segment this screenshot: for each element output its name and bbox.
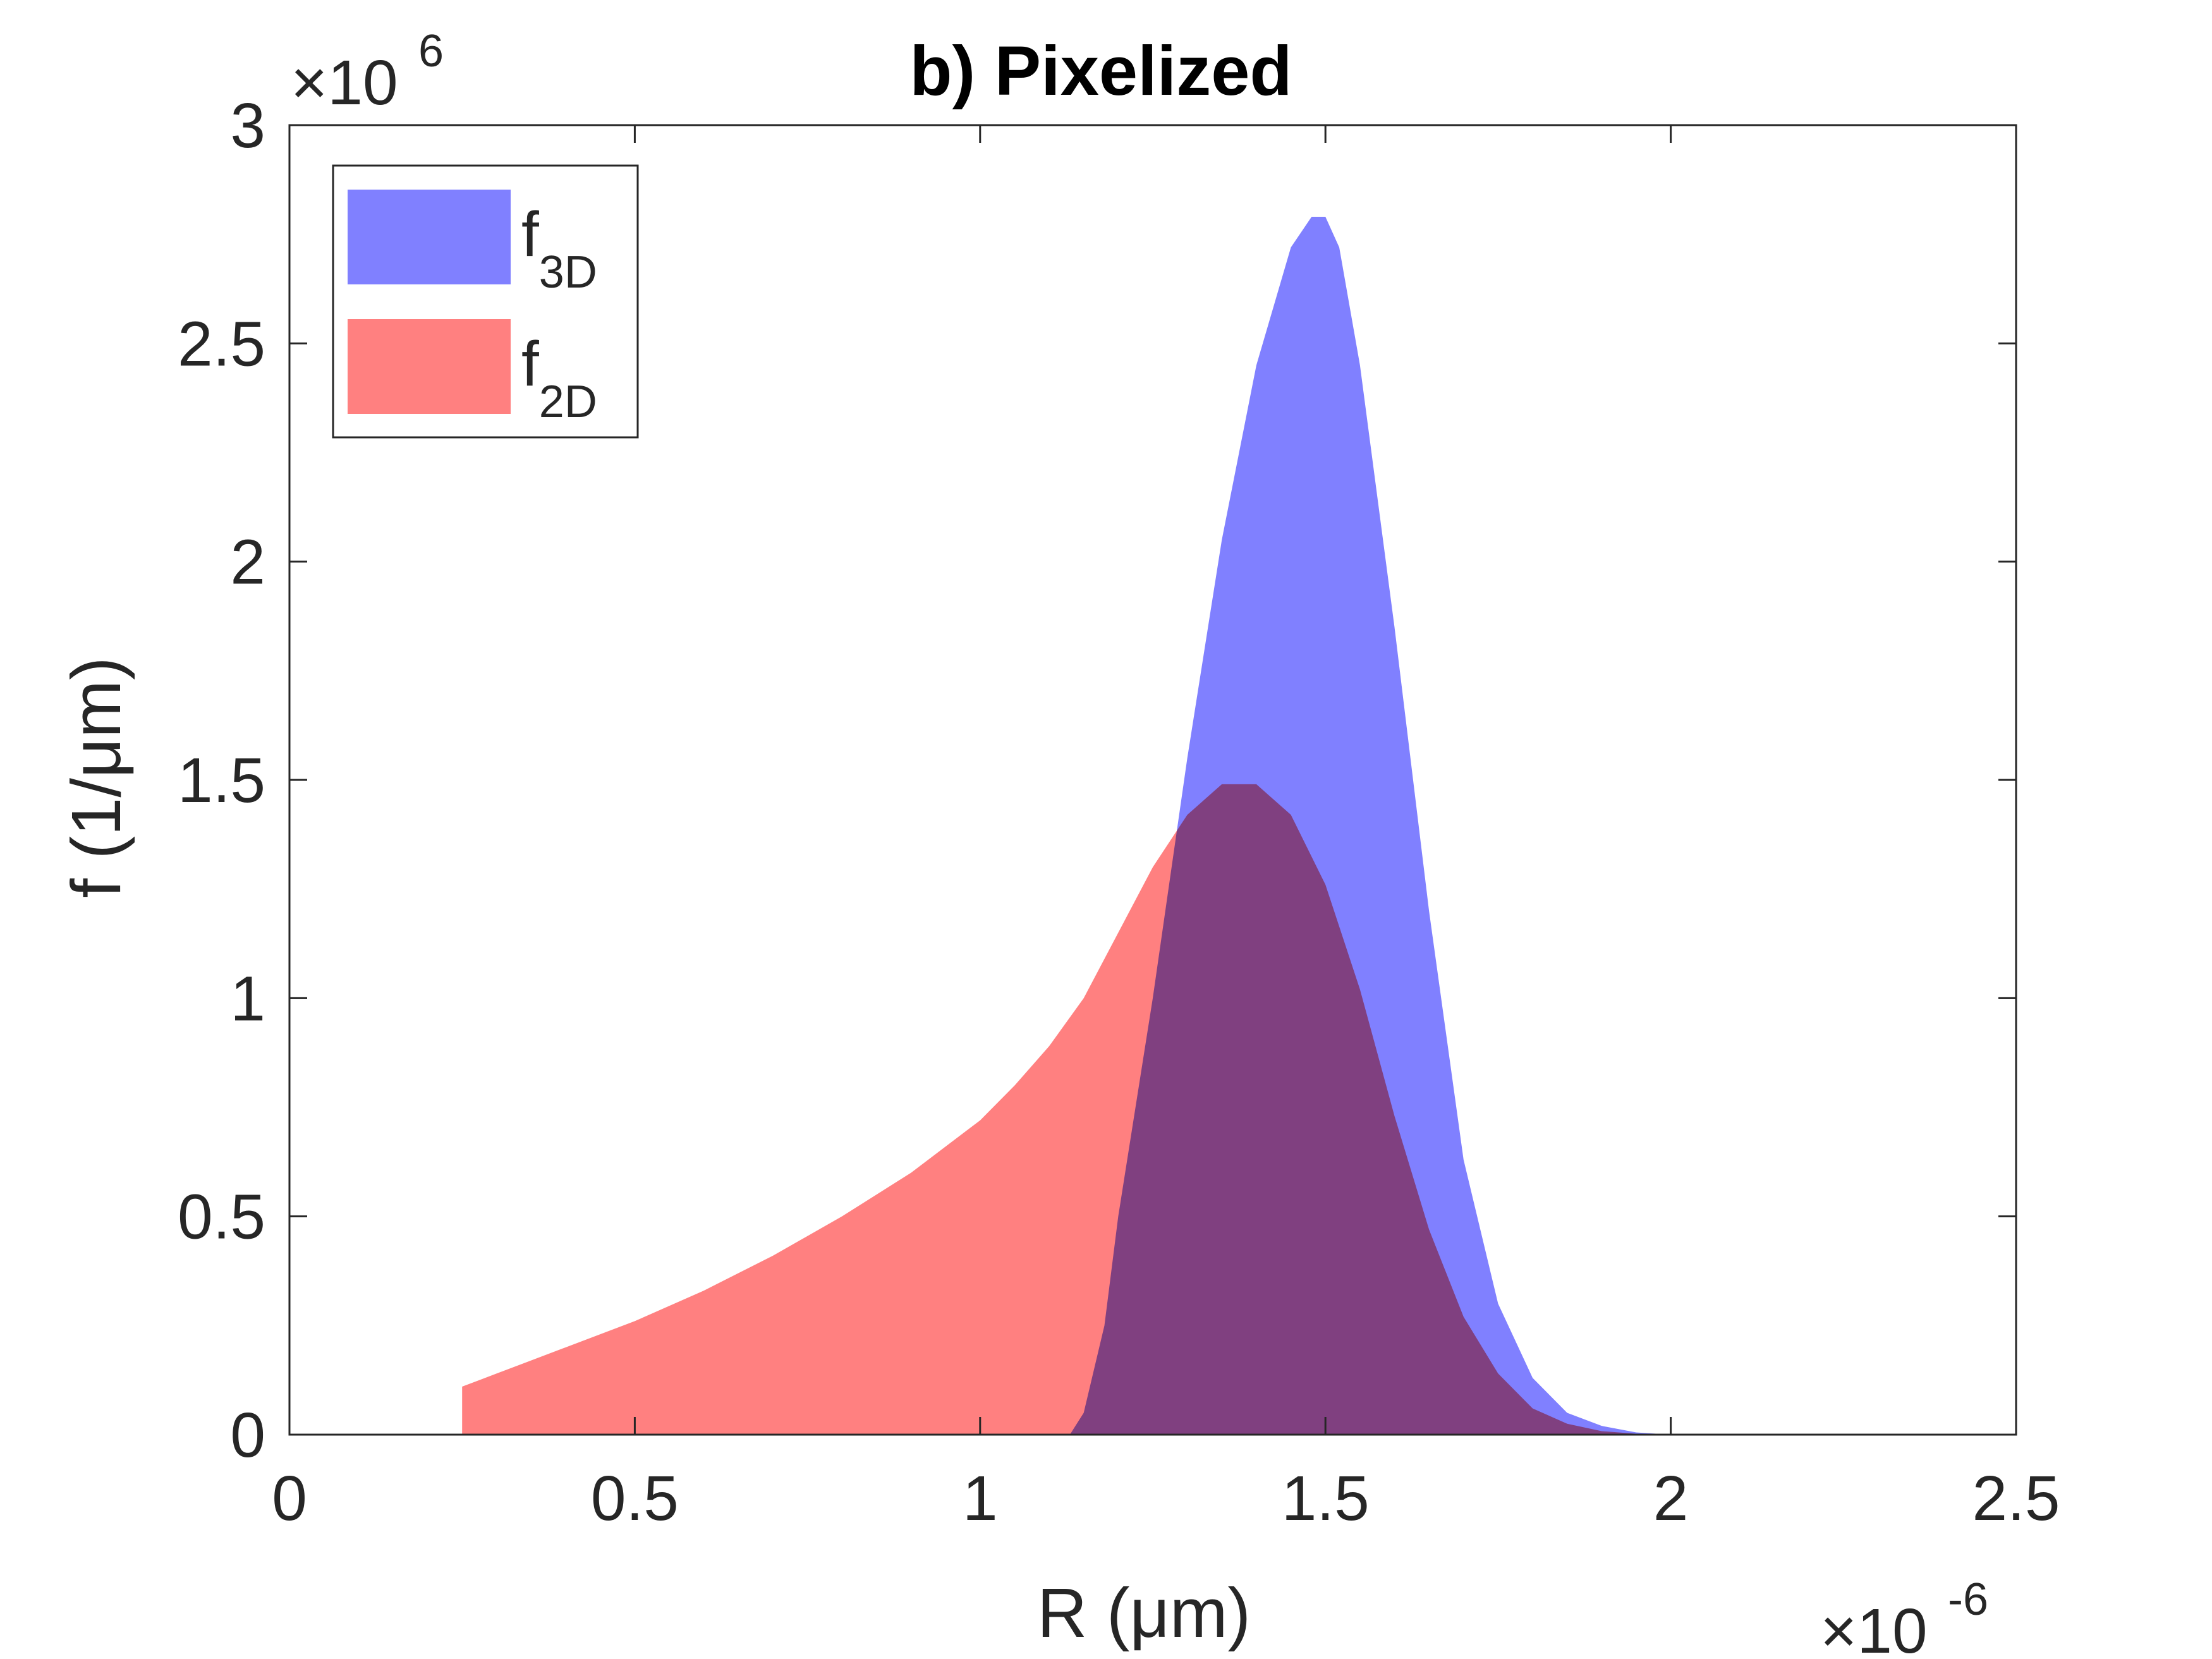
x-axis-label: R (μm): [1037, 1574, 1251, 1652]
y-tick-label: 2: [230, 527, 265, 598]
y-tick-label: 1: [230, 963, 265, 1034]
legend-swatch-f3d: [348, 190, 511, 284]
x-tick-labels: 0 0.5 1 1.5 2 2.5: [272, 1463, 2060, 1534]
x-multiplier-exponent: -6: [1948, 1574, 1988, 1625]
y-tick-label: 2.5: [178, 308, 265, 379]
series-fills: [462, 217, 1671, 1435]
x-axis-multiplier: ×10 -6: [1820, 1574, 1988, 1659]
series-area-f2d: [462, 784, 1671, 1435]
y-multiplier-base: ×10: [291, 47, 398, 118]
legend-swatch-f2d: [348, 319, 511, 414]
x-tick-label: 1: [963, 1463, 998, 1534]
chart-title: b) Pixelized: [909, 32, 1292, 110]
x-multiplier-base: ×10: [1820, 1596, 1928, 1659]
x-tick-label: 2: [1653, 1463, 1689, 1534]
y-axis-label: f (1/μm): [58, 657, 135, 897]
x-tick-label: 0.5: [591, 1463, 679, 1534]
y-tick-label: 0.5: [178, 1182, 265, 1253]
y-tick-labels: 0 0.5 1 1.5 2 2.5 3: [178, 90, 265, 1471]
y-multiplier-exponent: 6: [418, 26, 444, 76]
y-axis-multiplier: ×10 6: [291, 26, 444, 118]
legend-label-f2d: f2D: [521, 329, 597, 427]
y-tick-label: 3: [230, 90, 265, 161]
legend-label-f3d: f3D: [521, 199, 597, 298]
x-tick-label: 0: [272, 1463, 307, 1534]
y-tick-label: 1.5: [178, 745, 265, 816]
x-tick-label: 2.5: [1972, 1463, 2060, 1534]
plot-area-border: [288, 124, 2017, 1436]
legend: f3D f2D: [332, 164, 639, 439]
y-tick-label: 0: [230, 1400, 265, 1471]
x-tick-label: 1.5: [1282, 1463, 1370, 1534]
